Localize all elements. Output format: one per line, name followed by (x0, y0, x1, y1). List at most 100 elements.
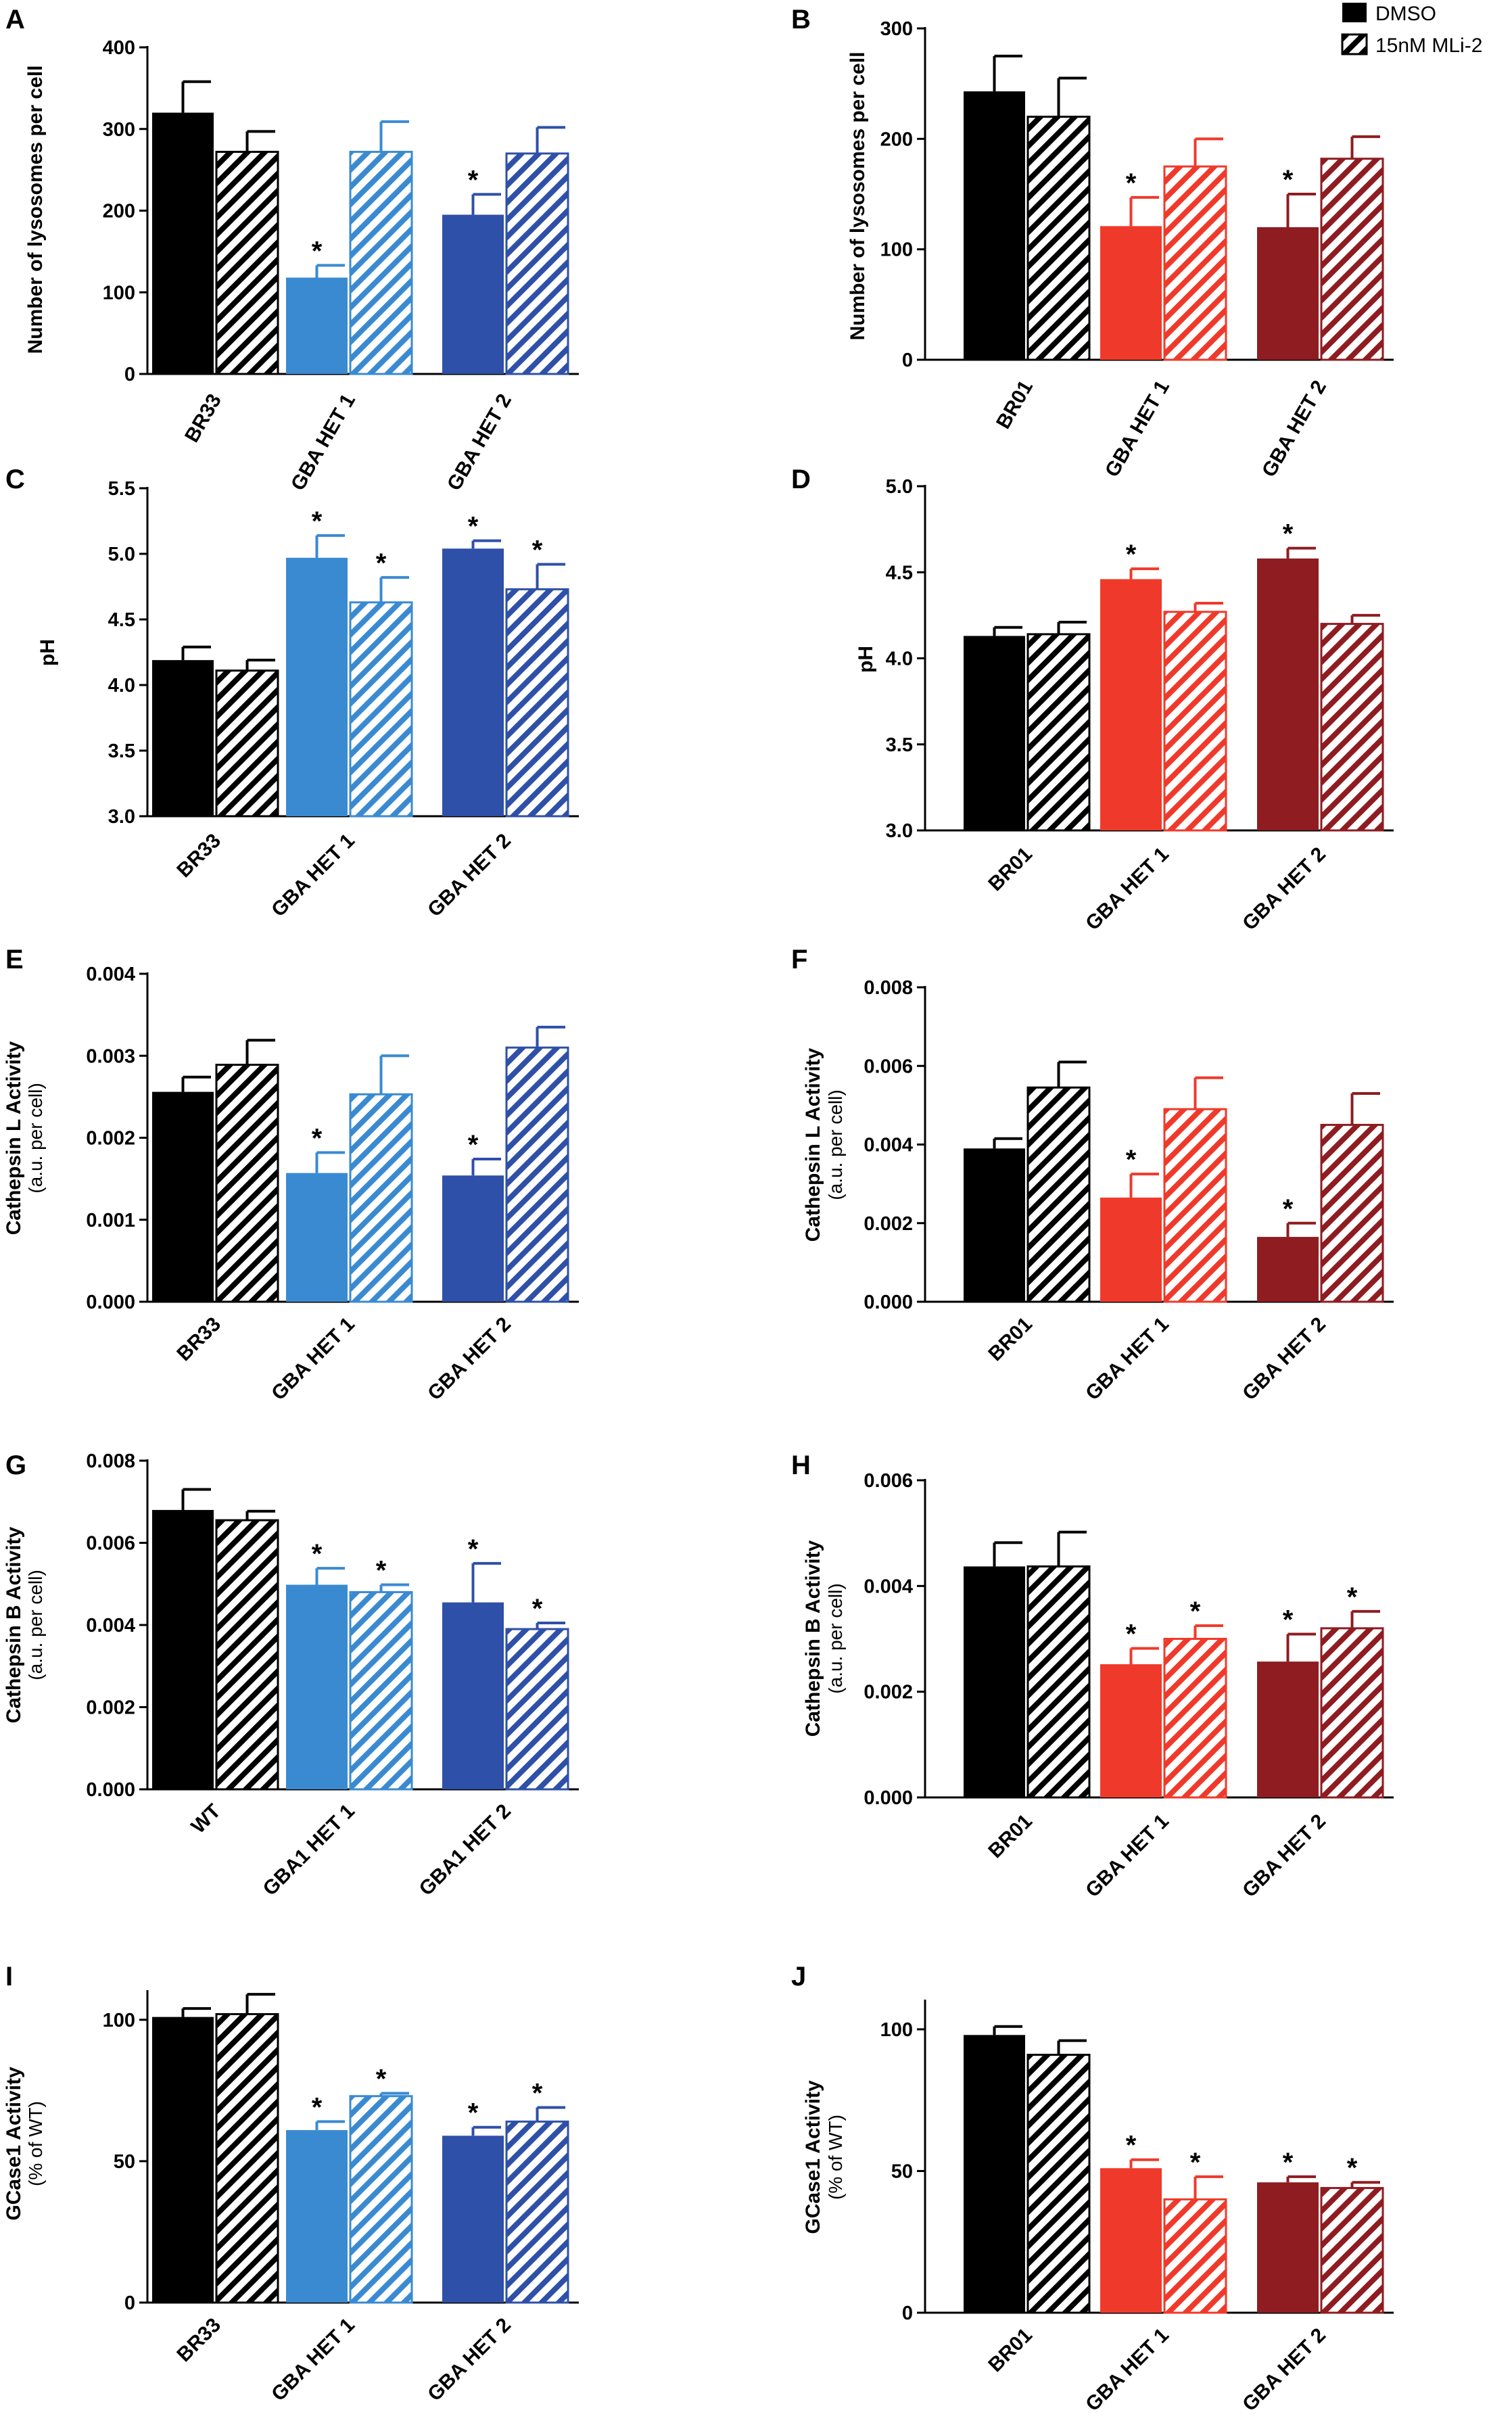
y-tick-label: 200 (880, 128, 913, 150)
bar-dmso (964, 1566, 1025, 1797)
y-axis-label: Number of lysosomes per cell (847, 52, 869, 341)
y-axis-label: Number of lysosomes per cell (24, 66, 47, 354)
panel-e: E Cathepsin L Activity (a.u. per cell) 0.00… (3, 945, 579, 1405)
bar-dmso (286, 2129, 348, 2303)
y-tick-label: 0.008 (86, 1451, 135, 1472)
bar-mli2 (1320, 2187, 1384, 2314)
y-axis-sublabel: (% of WT) (25, 2101, 46, 2186)
significance-star: * (1283, 1194, 1294, 1224)
significance-star: * (468, 512, 479, 542)
y-tick-label: 0.006 (864, 1056, 913, 1077)
bar-mli2 (1320, 158, 1384, 361)
y-tick-label: 100 (103, 2010, 135, 2031)
bar-dmso (1100, 2168, 1162, 2313)
y-tick-label: 4.0 (108, 675, 135, 697)
panel-a: A Number of lysosomes per cell 0 100 200 300 4… (5, 5, 579, 494)
bar-dmso (152, 1091, 214, 1302)
y-axis-label: GCase1 Activity (802, 2080, 824, 2234)
y-axis-sublabel: (% of WT) (825, 2115, 846, 2200)
y-tick-label: 200 (103, 201, 135, 222)
bar-mli2 (1163, 611, 1227, 832)
bar-mli2 (215, 1064, 279, 1303)
bar-mli2 (215, 1519, 279, 1791)
bar-dmso (1100, 579, 1162, 830)
bar-dmso (442, 214, 504, 374)
bar-mli2 (349, 2095, 413, 2304)
panel-j: J GCase1 Activity (% of WT) 0 50 100 BR01 * * GBA… (791, 1962, 1394, 2416)
panel-letter: I (5, 1962, 13, 1992)
bar-mli2 (349, 151, 413, 375)
x-category-label: GBA HET 1 (1081, 843, 1173, 935)
y-tick-label: 0.002 (86, 1128, 135, 1150)
x-category-label: BR01 (984, 2324, 1037, 2377)
y-tick-label: 0.001 (86, 1210, 135, 1231)
significance-star: * (468, 1130, 479, 1160)
y-axis-sublabel: (a.u. per cell) (25, 1570, 46, 1680)
bar-dmso (964, 1148, 1025, 1302)
y-tick-label: 0.000 (86, 1779, 135, 1801)
x-category-label: GBA HET 1 (287, 390, 360, 494)
bar-mli2 (1320, 1627, 1384, 1799)
bar-mli2 (1026, 1565, 1091, 1799)
x-category-label: WT (187, 1800, 225, 1838)
x-category-label: GBA HET 1 (267, 1313, 359, 1405)
significance-star: * (532, 2078, 543, 2108)
y-tick-label: 5.0 (108, 544, 135, 565)
significance-star: * (468, 165, 479, 195)
y-axis-label: pH (37, 639, 59, 666)
x-category-label: GBA HET 2 (423, 2314, 515, 2406)
significance-star: * (376, 2065, 387, 2094)
legend: DMSO 15nM MLi-2 (1341, 3, 1482, 57)
significance-star: * (312, 1539, 323, 1569)
bar-dmso (1257, 2182, 1319, 2313)
bar-dmso (964, 2035, 1025, 2313)
bar-mli2 (505, 2120, 569, 2304)
y-tick-label: 0.004 (86, 964, 135, 985)
bar-dmso (1100, 1664, 1162, 1797)
x-category-label: GBA1 HET 1 (259, 1800, 359, 1900)
significance-star: * (532, 1594, 543, 1624)
panel-letter: A (5, 5, 25, 34)
bar-dmso (1100, 226, 1162, 360)
y-tick-label: 0.000 (86, 1292, 135, 1313)
y-axis-label: Cathepsin B Activity (3, 1526, 25, 1723)
y-axis-label: Cathepsin L Activity (802, 1047, 824, 1242)
bar-dmso (286, 277, 348, 374)
bar-mli2 (215, 669, 279, 818)
significance-star: * (1126, 1145, 1137, 1175)
bar-dmso (152, 2017, 214, 2303)
significance-star: * (468, 2098, 479, 2128)
y-tick-label: 50 (114, 2151, 135, 2173)
legend-label-dmso: DMSO (1375, 3, 1436, 25)
bar-mli2 (1163, 2198, 1227, 2314)
significance-star: * (312, 236, 323, 266)
x-category-label: BR01 (992, 377, 1037, 433)
x-category-label: GBA HET 1 (1081, 2324, 1173, 2416)
panel-c: CpH 3.0 3.5 4.0 4.5 5.0 5.5 BR33 * * GBA HET 1 * * GB… (5, 465, 579, 921)
panel-letter: C (5, 465, 25, 494)
bar-dmso (964, 91, 1025, 360)
panel-letter: D (791, 465, 811, 494)
panel-letter: B (791, 5, 811, 34)
x-category-label: GBA HET 2 (443, 390, 516, 494)
bar-dmso (442, 1175, 504, 1302)
bar-dmso (964, 636, 1025, 830)
bar-dmso (1257, 227, 1319, 360)
panel-b: B Number of lysosomes per cell 0 100 200 300 B… (791, 5, 1394, 481)
y-tick-label: 300 (880, 18, 913, 40)
bar-dmso (286, 557, 348, 816)
bar-dmso (442, 548, 504, 816)
bar-mli2 (1163, 1108, 1227, 1303)
y-tick-label: 50 (891, 2161, 913, 2182)
significance-star: * (1283, 519, 1294, 549)
panel-d: DpH 3.0 3.5 4.0 4.5 5.0 BR01 * GBA HET 1 * GBA HET… (791, 465, 1394, 935)
panel-letter: H (791, 1451, 811, 1480)
panel-h: H Cathepsin B Activity (a.u. per cell) 0.00… (791, 1451, 1394, 1902)
panel-letter: F (791, 945, 807, 974)
significance-star: * (1347, 1582, 1358, 1612)
x-category-label: BR33 (172, 2314, 225, 2367)
panel-f: F Cathepsin L Activity (a.u. per cell) 0.00… (791, 945, 1394, 1405)
x-category-label: GBA HET 2 (1238, 843, 1330, 935)
bar-mli2 (1026, 116, 1091, 361)
bar-dmso (152, 660, 214, 816)
